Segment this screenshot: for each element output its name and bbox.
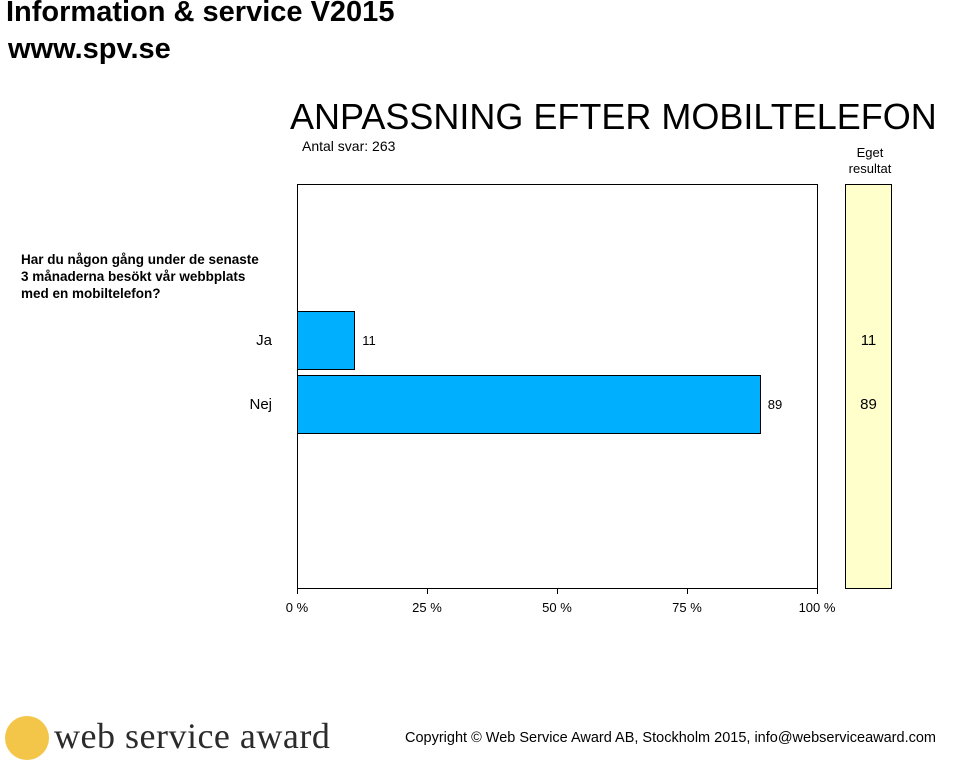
bar-ja bbox=[297, 311, 356, 370]
x-tick-label: 25 % bbox=[412, 600, 442, 615]
survey-question: Har du någon gång under de senaste 3 mån… bbox=[21, 252, 259, 301]
x-tick bbox=[817, 588, 818, 594]
header-title: Information & service V2015 bbox=[6, 0, 395, 28]
x-tick-label: 100 % bbox=[798, 600, 836, 615]
x-tick-label: 50 % bbox=[542, 600, 572, 615]
chart-title: ANPASSNING EFTER MOBILTELEFON bbox=[290, 96, 937, 137]
own-result-column bbox=[845, 184, 892, 589]
header-url[interactable]: www.spv.se bbox=[8, 33, 171, 65]
x-tick bbox=[427, 588, 428, 594]
x-tick-label: 75 % bbox=[672, 600, 702, 615]
bar-value-label: 11 bbox=[362, 332, 376, 348]
own-result-label: Eget resultat bbox=[848, 145, 892, 176]
bar-nej bbox=[297, 375, 761, 434]
logo-circle-icon bbox=[5, 716, 49, 760]
own-result-value: 89 bbox=[860, 395, 877, 413]
brand-logo-text: web service award bbox=[54, 716, 331, 756]
x-tick bbox=[297, 588, 298, 594]
x-tick-label: 0 % bbox=[285, 600, 309, 615]
own-result-value: 11 bbox=[860, 331, 877, 349]
bar-value-label: 89 bbox=[767, 396, 783, 412]
x-tick bbox=[557, 588, 558, 594]
category-label: Ja bbox=[256, 331, 272, 349]
category-label: Nej bbox=[249, 395, 272, 413]
copyright-text: Copyright © Web Service Award AB, Stockh… bbox=[405, 730, 936, 746]
x-tick bbox=[687, 588, 688, 594]
chart-subtitle: Antal svar: 263 bbox=[302, 138, 396, 154]
